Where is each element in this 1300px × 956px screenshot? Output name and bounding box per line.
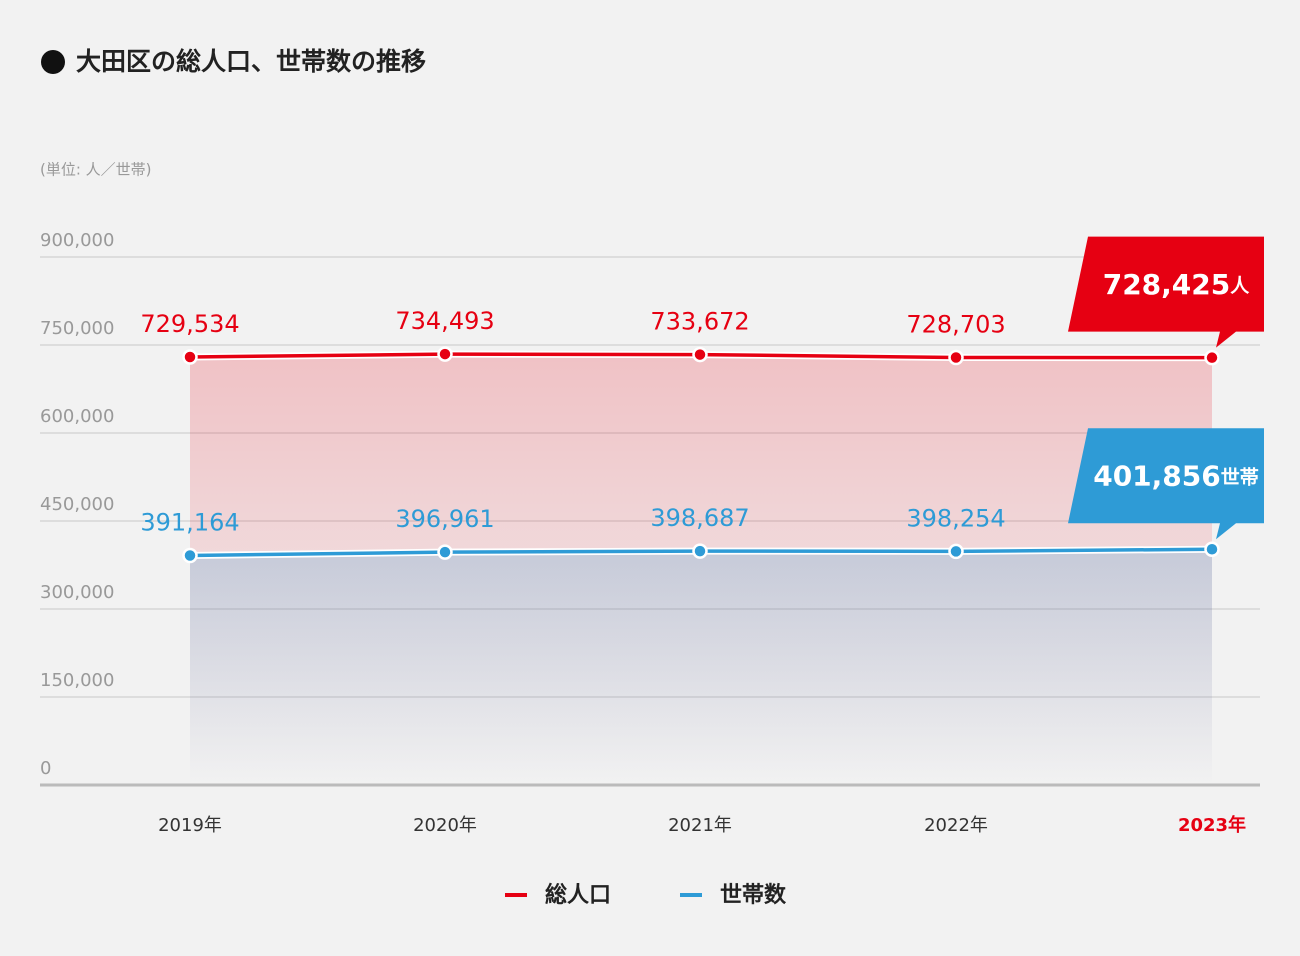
point xyxy=(182,547,198,564)
chart-title: 大田区の総人口、世帯数の推移 xyxy=(76,47,426,76)
callout-unit: 世帯 xyxy=(1221,465,1259,488)
x-tick-label: 2020年 xyxy=(413,815,477,836)
y-tick-label: 750,000 xyxy=(40,318,114,339)
value-label: 728,703 xyxy=(906,310,1005,338)
point xyxy=(948,349,964,366)
x-tick-label: 2021年 xyxy=(668,815,732,836)
y-tick-label: 150,000 xyxy=(40,670,114,691)
value-label: 391,164 xyxy=(140,509,239,537)
callout-value: 401,856 xyxy=(1093,460,1221,493)
value-label: 734,493 xyxy=(395,307,494,335)
callout-box xyxy=(1068,428,1264,540)
y-tick-label: 450,000 xyxy=(40,494,114,515)
point xyxy=(182,349,198,365)
value-label: 396,961 xyxy=(395,505,494,533)
y-tick-label: 0 xyxy=(40,758,51,779)
y-tick-label: 300,000 xyxy=(40,582,114,603)
value-label: 733,672 xyxy=(650,308,749,336)
title-bullet xyxy=(41,50,65,74)
unit-note: (単位: 人／世帯) xyxy=(40,161,152,179)
value-label: 729,534 xyxy=(140,310,239,338)
x-tick-label: 2019年 xyxy=(158,815,222,836)
x-tick-label: 2023年 xyxy=(1178,814,1246,836)
y-tick-label: 900,000 xyxy=(40,230,114,251)
callout-unit: 人 xyxy=(1230,275,1250,297)
callout-value: 728,425 xyxy=(1103,268,1231,301)
point xyxy=(437,346,453,362)
point xyxy=(692,543,708,559)
area xyxy=(190,549,1212,785)
y-tick-label: 600,000 xyxy=(40,406,114,427)
point xyxy=(692,346,708,363)
callout-box xyxy=(1068,236,1264,348)
callout-label: 728,425人 xyxy=(1103,268,1251,301)
point xyxy=(1204,541,1220,557)
x-tick-label: 2022年 xyxy=(924,815,988,836)
point xyxy=(1204,349,1220,366)
value-label: 398,687 xyxy=(650,504,749,532)
callout-label: 401,856世帯 xyxy=(1093,460,1259,493)
value-label: 398,254 xyxy=(906,504,1005,532)
point xyxy=(948,543,964,560)
point xyxy=(437,544,453,560)
legend-label: 総人口 xyxy=(545,882,611,908)
legend-label: 世帯数 xyxy=(720,882,787,908)
